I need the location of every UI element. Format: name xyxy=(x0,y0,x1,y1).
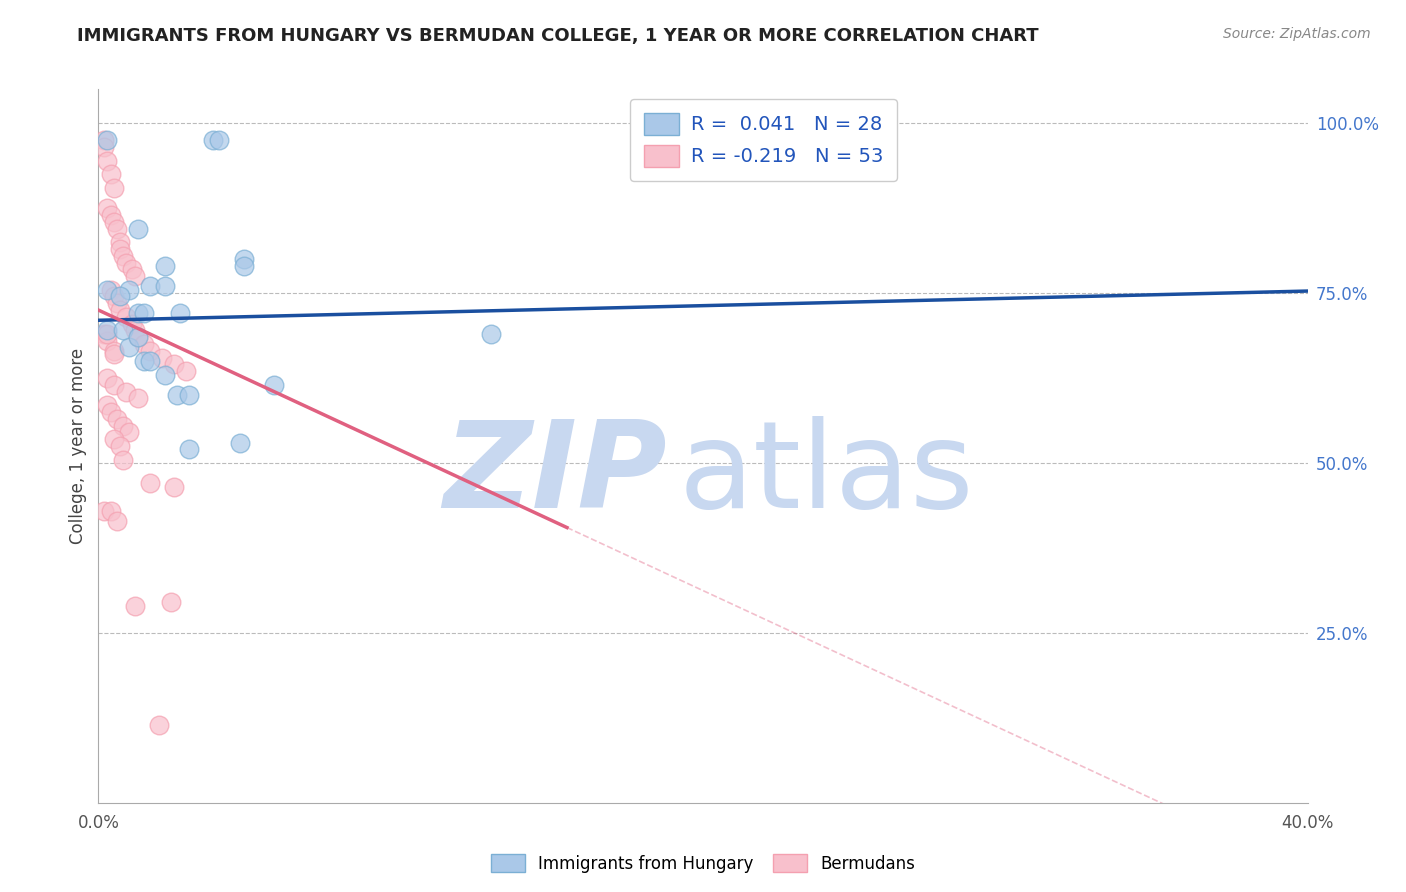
Point xyxy=(96,334,118,348)
Point xyxy=(127,330,149,344)
Point xyxy=(232,252,254,266)
Point xyxy=(121,317,143,331)
Point xyxy=(153,279,176,293)
Point xyxy=(108,439,131,453)
Point xyxy=(96,326,118,341)
Point xyxy=(481,326,503,341)
Point xyxy=(169,306,191,320)
Point xyxy=(132,337,155,351)
Point xyxy=(96,153,118,168)
Point xyxy=(232,259,254,273)
Point xyxy=(114,255,136,269)
Point xyxy=(105,221,128,235)
Point xyxy=(132,306,155,320)
Point xyxy=(103,343,125,358)
Point xyxy=(263,377,285,392)
Point xyxy=(100,405,122,419)
Point xyxy=(114,384,136,399)
Point xyxy=(229,435,252,450)
Point xyxy=(163,358,186,372)
Point xyxy=(132,354,155,368)
Point xyxy=(96,323,118,337)
Point xyxy=(118,283,141,297)
Point xyxy=(179,388,201,402)
Point xyxy=(139,279,162,293)
Legend: Immigrants from Hungary, Bermudans: Immigrants from Hungary, Bermudans xyxy=(485,847,921,880)
Point xyxy=(166,388,188,402)
Point xyxy=(108,303,131,318)
Text: atlas: atlas xyxy=(679,416,974,533)
Point xyxy=(108,289,131,303)
Point xyxy=(108,235,131,249)
Point xyxy=(124,599,146,613)
Point xyxy=(124,269,146,284)
Point xyxy=(139,476,162,491)
Point xyxy=(103,180,125,194)
Point xyxy=(111,323,134,337)
Point xyxy=(108,242,131,256)
Point xyxy=(139,343,162,358)
Point xyxy=(96,201,118,215)
Legend: R =  0.041   N = 28, R = -0.219   N = 53: R = 0.041 N = 28, R = -0.219 N = 53 xyxy=(630,99,897,181)
Point xyxy=(127,330,149,344)
Point xyxy=(148,717,170,731)
Point xyxy=(153,368,176,382)
Point xyxy=(111,452,134,467)
Point xyxy=(127,306,149,320)
Point xyxy=(202,133,225,147)
Point xyxy=(179,442,201,457)
Point xyxy=(114,310,136,324)
Point xyxy=(118,425,141,440)
Point xyxy=(153,259,176,273)
Point xyxy=(105,514,128,528)
Point xyxy=(93,140,115,154)
Point xyxy=(103,377,125,392)
Point xyxy=(105,412,128,426)
Point xyxy=(163,480,186,494)
Point xyxy=(150,351,173,365)
Point xyxy=(96,133,118,147)
Point xyxy=(139,354,162,368)
Point xyxy=(121,262,143,277)
Point xyxy=(93,133,115,147)
Point xyxy=(103,215,125,229)
Y-axis label: College, 1 year or more: College, 1 year or more xyxy=(69,348,87,544)
Point xyxy=(127,392,149,406)
Point xyxy=(103,289,125,303)
Point xyxy=(96,398,118,412)
Point xyxy=(111,249,134,263)
Point xyxy=(93,326,115,341)
Point xyxy=(111,418,134,433)
Point xyxy=(96,283,118,297)
Point xyxy=(93,503,115,517)
Point xyxy=(100,283,122,297)
Point xyxy=(208,133,231,147)
Point xyxy=(160,595,183,609)
Text: IMMIGRANTS FROM HUNGARY VS BERMUDAN COLLEGE, 1 YEAR OR MORE CORRELATION CHART: IMMIGRANTS FROM HUNGARY VS BERMUDAN COLL… xyxy=(77,27,1039,45)
Point xyxy=(100,503,122,517)
Point xyxy=(103,432,125,446)
Point xyxy=(124,323,146,337)
Point xyxy=(105,296,128,310)
Point xyxy=(100,167,122,181)
Point xyxy=(174,364,197,378)
Text: Source: ZipAtlas.com: Source: ZipAtlas.com xyxy=(1223,27,1371,41)
Point xyxy=(118,341,141,355)
Point xyxy=(96,371,118,385)
Point xyxy=(127,221,149,235)
Point xyxy=(103,347,125,361)
Text: ZIP: ZIP xyxy=(443,416,666,533)
Point xyxy=(100,208,122,222)
